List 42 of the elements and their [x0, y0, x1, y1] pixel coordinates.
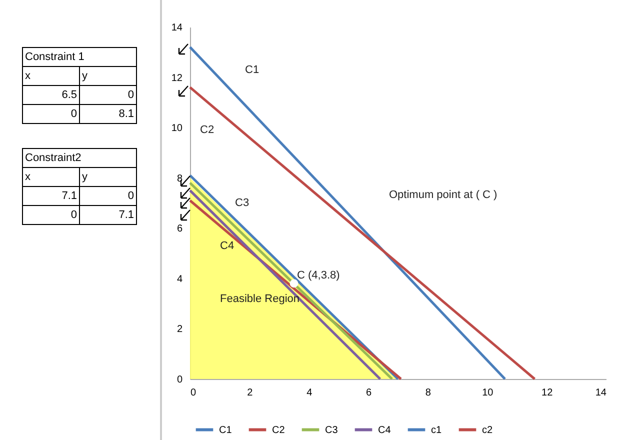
legend-label: C1 — [219, 424, 232, 436]
annotation: Optimum point at ( C ) — [389, 189, 498, 201]
x-tick-label: 14 — [595, 388, 607, 398]
text: 6.5 — [22, 86, 80, 104]
y-tick-label: 10 — [171, 123, 183, 134]
annotation: C2 — [200, 124, 214, 136]
text: Constraint2 — [22, 148, 136, 168]
x-tick-label: 8 — [425, 388, 432, 398]
x-tick-label: 0 — [190, 388, 196, 398]
x-tick-label: 12 — [542, 388, 554, 398]
x-tick-label: 2 — [247, 388, 254, 398]
text: y — [80, 66, 136, 86]
y-tick-label: 0 — [176, 374, 183, 386]
legend-label: c2 — [482, 424, 493, 436]
annotation: C3 — [235, 197, 250, 209]
x-tick-label: 4 — [306, 388, 313, 398]
text: 0 — [80, 86, 136, 104]
y-tick-label: 6 — [176, 224, 183, 235]
text: 0 — [22, 104, 80, 124]
x-tick-label: 10 — [482, 388, 494, 398]
text: Constraint 1 — [22, 48, 136, 66]
legend-label: C3 — [325, 424, 338, 436]
text: x — [22, 168, 80, 186]
annotation: C1 — [245, 64, 260, 76]
text: x — [22, 66, 80, 86]
y-tick-label: 14 — [171, 22, 183, 34]
y-tick-label: 4 — [176, 274, 183, 285]
annotation: Feasible Region — [220, 293, 300, 305]
annotation: C (4,3.8) — [297, 269, 340, 282]
legend-label: C2 — [272, 424, 286, 436]
text: 8.1 — [80, 104, 136, 124]
annotation: C4 — [220, 240, 234, 252]
text: 7.1 — [80, 206, 136, 224]
x-tick-label: 6 — [366, 388, 372, 398]
text: 7.1 — [22, 186, 80, 206]
text: 0 — [80, 186, 136, 206]
y-tick-label: 12 — [171, 72, 183, 84]
text: y — [80, 168, 136, 186]
text: 0 — [22, 206, 80, 224]
legend-label: c1 — [431, 424, 442, 436]
y-tick-label: 2 — [176, 324, 183, 336]
legend-label: C4 — [378, 424, 392, 436]
